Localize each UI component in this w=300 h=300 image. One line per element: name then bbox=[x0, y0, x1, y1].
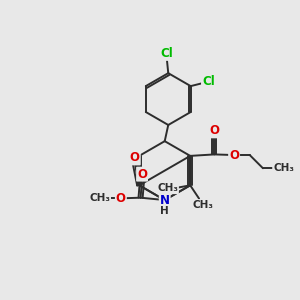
Text: O: O bbox=[130, 152, 140, 164]
Text: O: O bbox=[137, 168, 147, 181]
Text: CH₃: CH₃ bbox=[89, 193, 110, 203]
Text: H: H bbox=[160, 206, 169, 216]
Text: CH₃: CH₃ bbox=[193, 200, 214, 210]
Text: N: N bbox=[160, 194, 170, 207]
Text: O: O bbox=[229, 148, 239, 161]
Text: O: O bbox=[209, 124, 219, 137]
Text: CH₃: CH₃ bbox=[273, 163, 294, 173]
Text: Cl: Cl bbox=[160, 47, 173, 60]
Text: CH₃: CH₃ bbox=[157, 183, 178, 193]
Text: Cl: Cl bbox=[202, 75, 215, 88]
Text: O: O bbox=[116, 192, 126, 205]
